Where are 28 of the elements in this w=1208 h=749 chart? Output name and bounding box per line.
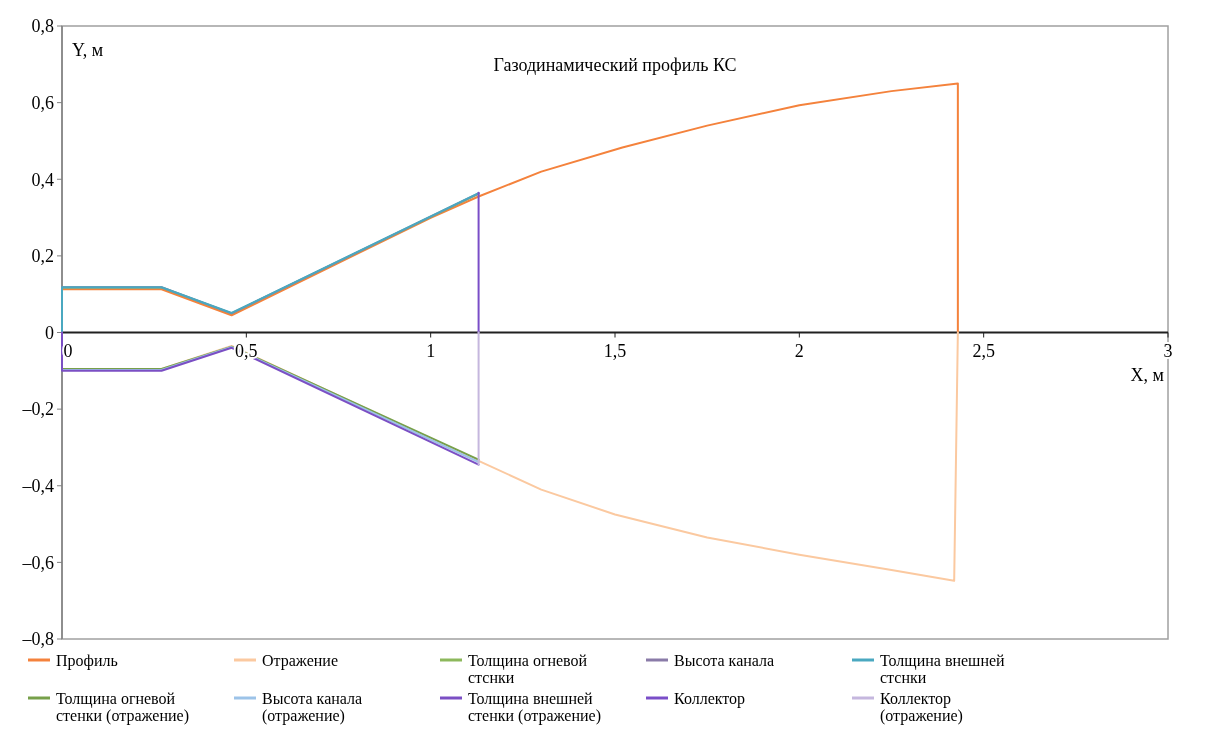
y-tick-label: –0,8 <box>21 629 54 650</box>
legend-label: Толщина огневой стснки <box>468 651 588 687</box>
x-tick-label: 1,5 <box>603 340 627 361</box>
legend-label: Толщина внешней стенки (отражение) <box>468 689 601 726</box>
x-tick-label: 2,5 <box>972 340 995 361</box>
y-tick-label: 0,8 <box>31 16 54 37</box>
y-tick-label: –0,4 <box>21 476 54 497</box>
x-tick-label: 0 <box>63 340 73 361</box>
x-tick-label: 1 <box>426 340 436 361</box>
y-axis-title: Y, м <box>72 40 104 60</box>
y-tick-label: 0 <box>45 322 54 343</box>
legend-label: Толщина внешней стснки <box>880 651 1006 687</box>
y-tick-label: 0,6 <box>31 92 54 113</box>
legend-label: Коллектор (отражение) <box>880 689 963 726</box>
legend-label: Толщина огневой стенки (отражение) <box>56 689 189 726</box>
y-tick-label: –0,6 <box>21 552 54 573</box>
legend-label: Высота канала (отражение) <box>262 689 363 726</box>
y-tick-label: 0,4 <box>31 169 54 190</box>
legend-label: Коллектор <box>674 689 746 708</box>
legend-label: Отражение <box>262 651 339 670</box>
x-axis-title: X, м <box>1130 364 1164 385</box>
y-tick-label: 0,2 <box>31 246 54 267</box>
legend-label: Профиль <box>56 651 118 670</box>
x-tick-label: 3 <box>1163 340 1173 361</box>
x-tick-label: 2 <box>794 340 804 361</box>
text: Газодинамический профиль КС <box>493 55 737 75</box>
y-tick-label: –0,2 <box>21 399 54 420</box>
legend-label: Высота канала <box>674 651 775 669</box>
